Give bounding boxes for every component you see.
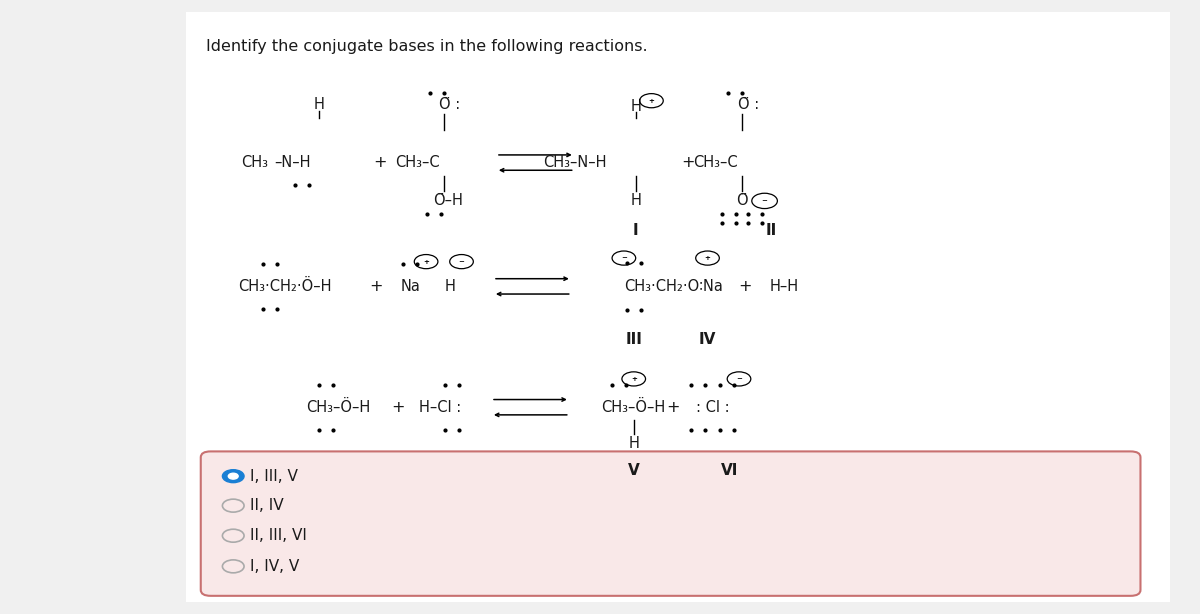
Text: H–H: H–H (769, 279, 799, 294)
Text: Na: Na (401, 279, 420, 294)
Text: –N–H: –N–H (274, 155, 311, 170)
Text: Identify the conjugate bases in the following reactions.: Identify the conjugate bases in the foll… (205, 39, 647, 54)
Text: CH₃–C: CH₃–C (694, 155, 738, 170)
Text: −: − (620, 255, 626, 261)
Text: Ö :: Ö : (738, 98, 760, 112)
Text: I: I (632, 223, 638, 238)
Text: : Cl :: : Cl : (696, 400, 730, 414)
Text: CH₃–C: CH₃–C (395, 155, 439, 170)
Text: CH₃: CH₃ (241, 155, 269, 170)
Text: IV: IV (698, 332, 716, 347)
Text: +: + (424, 258, 430, 265)
Text: CH₃·CH₂·O∶Na: CH₃·CH₂·O∶Na (624, 279, 722, 294)
Text: H: H (630, 99, 641, 114)
Text: H: H (629, 437, 640, 451)
Text: I, III, V: I, III, V (250, 468, 298, 484)
Text: +: + (391, 400, 404, 414)
Circle shape (222, 470, 244, 483)
Text: III: III (625, 332, 642, 347)
Text: +: + (738, 279, 751, 294)
Circle shape (228, 473, 238, 479)
Text: −: − (736, 376, 742, 382)
Text: −: − (762, 198, 768, 204)
Text: Ö: Ö (736, 193, 748, 208)
Text: II, IV: II, IV (250, 498, 283, 513)
Text: +: + (682, 155, 695, 170)
Text: CH₃·CH₂·Ö–H: CH₃·CH₂·Ö–H (238, 279, 331, 294)
Text: H: H (313, 98, 324, 112)
Text: +: + (631, 376, 637, 382)
Text: II, III, VI: II, III, VI (250, 528, 307, 543)
Text: VI: VI (720, 464, 738, 478)
Text: II: II (766, 223, 778, 238)
Text: +: + (648, 98, 654, 104)
Text: +: + (370, 279, 383, 294)
Text: +: + (666, 400, 680, 414)
Text: +: + (373, 155, 386, 170)
Text: CH₃–Ö–H: CH₃–Ö–H (306, 400, 371, 414)
Text: Ö–H: Ö–H (433, 193, 463, 208)
Text: CH₃–N–H: CH₃–N–H (542, 155, 606, 170)
Text: CH₃–Ö–H: CH₃–Ö–H (601, 400, 666, 414)
Text: H–Ċl :: H–Ċl : (419, 400, 461, 414)
Text: −: − (458, 258, 464, 265)
Text: H: H (444, 279, 455, 294)
FancyBboxPatch shape (200, 451, 1140, 596)
Text: Ö :: Ö : (439, 98, 461, 112)
Text: V: V (628, 464, 640, 478)
Text: H: H (630, 193, 641, 208)
Text: I, IV, V: I, IV, V (250, 559, 299, 574)
Text: +: + (704, 255, 710, 261)
